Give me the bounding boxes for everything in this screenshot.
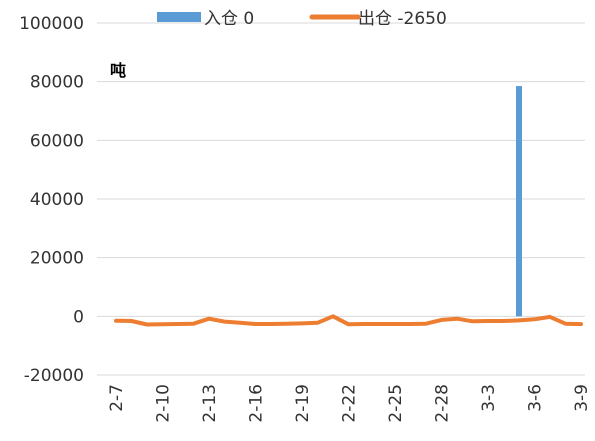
x-tick-label: 2-22	[340, 384, 360, 423]
line-series	[114, 314, 583, 327]
x-tick-label: 2-16	[247, 384, 267, 423]
legend-label-bar: 入仓 0	[204, 9, 254, 29]
x-axis-tick-labels: 2-7 2-10 2-13 2-16 2-19 2-22 2-25 2-28 3-3 3-6 3-9	[107, 384, 592, 423]
x-tick-label: 2-10	[154, 384, 174, 423]
grid-lines	[97, 22, 585, 376]
x-tick-label: 3-9	[572, 384, 592, 412]
legend-label-line: 出仓 -2650	[358, 9, 447, 29]
y-tick-label: 20000	[30, 249, 84, 269]
x-tick-label: 3-6	[526, 384, 546, 412]
y-tick-label: 60000	[30, 131, 84, 151]
bar	[516, 86, 522, 317]
y-axis-tick-labels: 100000 80000 60000 40000 20000 0 -20000	[19, 14, 84, 386]
y-tick-label: -20000	[24, 366, 84, 386]
y-tick-label: 40000	[30, 190, 84, 210]
x-tick-label: 2-13	[200, 384, 220, 423]
unit-label: 吨	[110, 61, 126, 80]
line-series-path	[114, 314, 583, 327]
x-tick-label: 2-28	[433, 384, 453, 423]
y-tick-label: 0	[73, 307, 84, 327]
legend-swatch-bar	[157, 12, 201, 22]
bar-series	[516, 86, 522, 317]
x-tick-label: 2-25	[386, 384, 406, 423]
y-tick-label: 100000	[19, 14, 84, 34]
x-tick-label: 2-19	[293, 384, 313, 423]
legend: 入仓 0 出仓 -2650	[157, 9, 447, 29]
x-tick-label: 3-3	[479, 384, 499, 412]
x-tick-label: 2-7	[107, 384, 127, 412]
y-tick-label: 80000	[30, 73, 84, 93]
